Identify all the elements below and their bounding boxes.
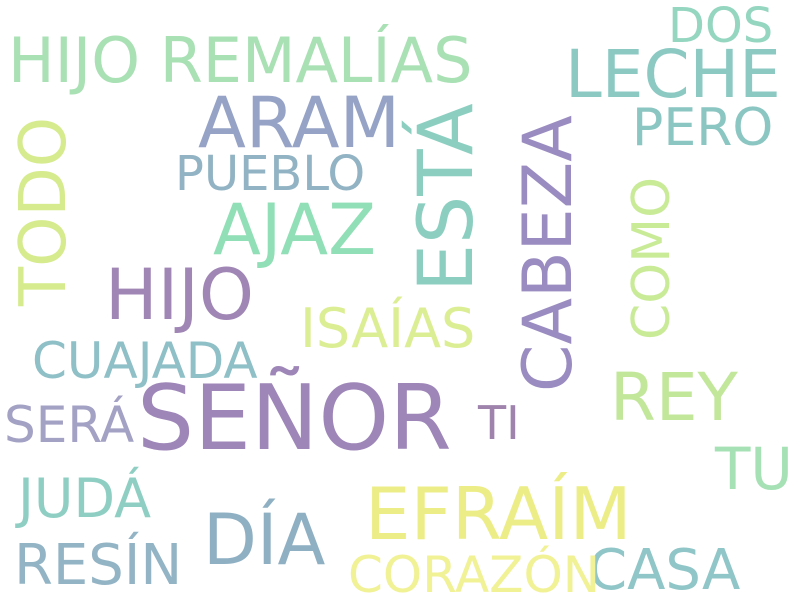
word-pueblo: PUEBLO (175, 146, 366, 202)
word-resin: RESÍN (14, 533, 183, 598)
word-dos: DOS (668, 0, 774, 54)
word-cuajada: CUAJADA (32, 332, 258, 390)
word-efraim: EFRAÍM (365, 472, 632, 556)
word-hijo: HIJO (105, 254, 255, 336)
word-sera: SERÁ (4, 396, 135, 454)
word-senor: SEÑOR (137, 366, 452, 471)
word-juda: JUDÁ (18, 467, 152, 530)
word-corazon: CORAZÓN (348, 546, 601, 600)
word-tu: TU (715, 435, 793, 503)
word-casa: CASA (588, 538, 741, 600)
word-ajaz: AJAZ (213, 189, 377, 271)
word-leche: LECHE (565, 36, 781, 113)
word-esta: ESTÁ (401, 103, 490, 292)
word-ti: TI (478, 396, 520, 450)
word-aram: ARAM (198, 82, 400, 164)
word-todo: TODO (7, 116, 81, 306)
word-rey: REY (610, 359, 738, 436)
word-isaias: ISAÍAS (300, 297, 476, 360)
word-dia: DÍA (203, 499, 326, 581)
word-como: COMO (622, 176, 682, 340)
word-hijo-remalias: HIJO REMALÍAS (8, 24, 473, 97)
word-pero: PERO (632, 98, 774, 158)
word-cabeza: CABEZA (509, 115, 588, 392)
